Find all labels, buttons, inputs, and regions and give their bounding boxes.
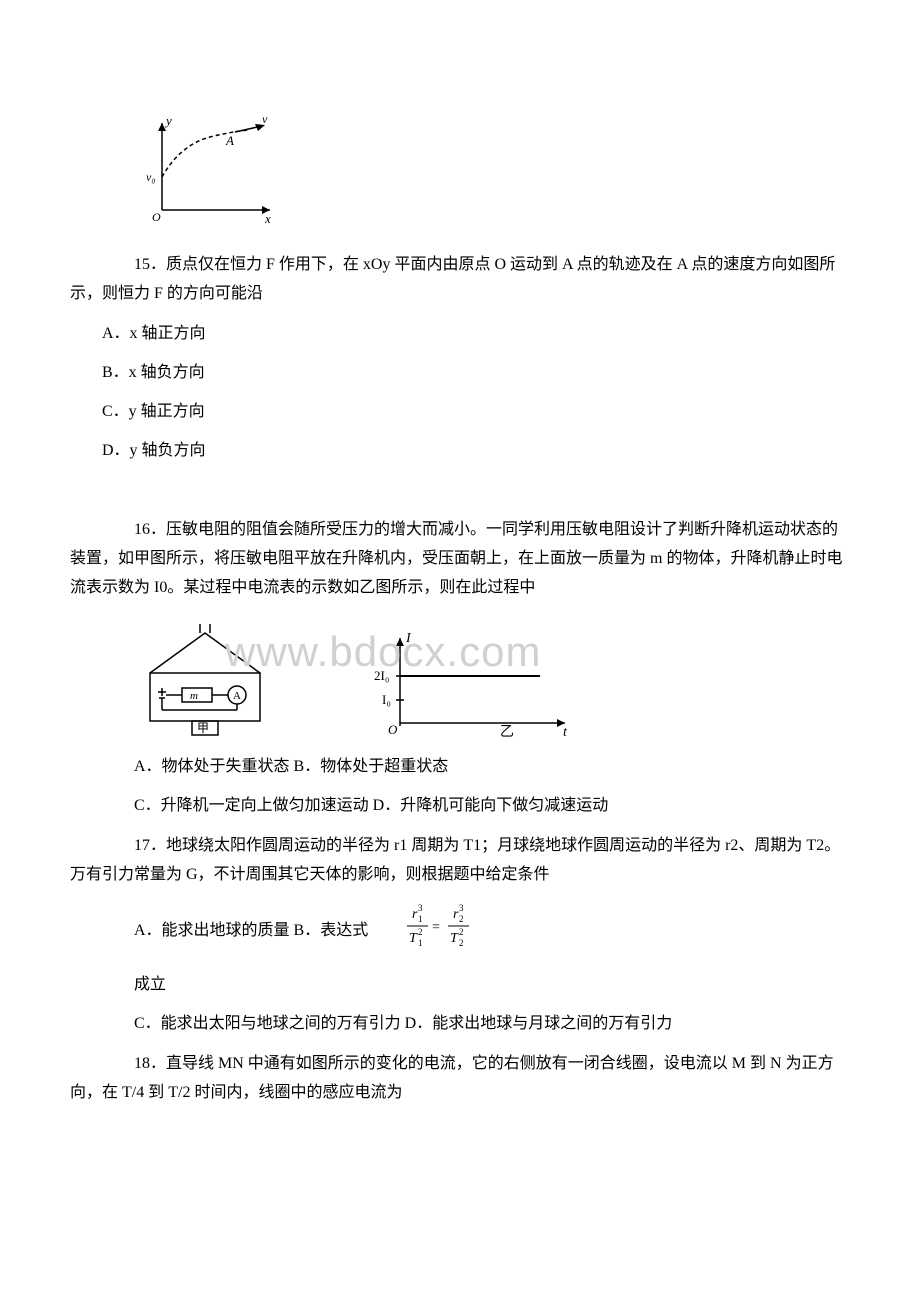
q17-ab-prefix: A．能求出地球的质量 B．表达式 (102, 922, 368, 939)
svg-text:t: t (563, 725, 568, 738)
q16-intro: 16．压敏电阻的阻值会随所受压力的增大而减小。一同学利用压敏电阻设计了判断升降机… (70, 516, 850, 602)
figure-16: m A 甲 I 2I₀ I₀ O (140, 618, 850, 738)
svg-text:3: 3 (418, 903, 423, 913)
circuit-diagram: m A 甲 (140, 618, 270, 738)
svg-text:2I₀: 2I₀ (374, 668, 389, 683)
q15-option-d: D．y 轴负方向 (102, 437, 850, 466)
formula-kepler: r 1 3 T 1 2 = r 2 3 T 2 2 (372, 902, 474, 961)
q16-options-ab: A．物体处于失重状态 B．物体处于超重状态 (70, 753, 850, 782)
svg-text:A: A (233, 690, 241, 702)
q15-option-a: A．x 轴正方向 (102, 320, 850, 349)
q16-options-cd: C．升降机一定向上做匀加速运动 D．升降机可能向下做匀减速运动 (70, 792, 850, 821)
q17-intro: 17．地球绕太阳作圆周运动的半径为 r1 周期为 T1；月球绕地球作圆周运动的半… (70, 832, 850, 890)
svg-text:m: m (190, 690, 198, 702)
svg-text:v: v (262, 115, 268, 126)
trajectory-diagram: y x O v₀ A v (140, 115, 280, 225)
svg-text:O: O (152, 210, 161, 224)
q17-options-cd: C．能求出太阳与地球之间的万有引力 D．能求出地球与月球之间的万有引力 (70, 1010, 850, 1039)
svg-text:3: 3 (459, 903, 464, 913)
svg-text:乙: 乙 (500, 724, 514, 738)
svg-text:v₀: v₀ (146, 170, 156, 184)
svg-text:I: I (405, 631, 412, 646)
svg-text:2: 2 (459, 938, 464, 948)
figure-15: y x O v₀ A v (140, 115, 850, 236)
q18-intro: 18．直导线 MN 中通有如图所示的变化的电流，它的右侧放有一闭合线圈，设电流以… (70, 1050, 850, 1108)
current-graph: I 2I₀ I₀ O t 乙 (370, 628, 580, 738)
svg-text:1: 1 (418, 914, 423, 924)
svg-text:O: O (388, 722, 398, 737)
svg-text:I₀: I₀ (382, 692, 391, 707)
svg-text:1: 1 (418, 938, 423, 948)
svg-text:y: y (164, 115, 172, 128)
svg-text:A: A (225, 133, 234, 148)
svg-text:甲: 甲 (197, 721, 209, 735)
svg-text:T: T (450, 931, 459, 946)
svg-text:=: = (432, 920, 440, 935)
svg-text:2: 2 (418, 927, 423, 937)
svg-text:2: 2 (459, 927, 464, 937)
q15-option-c: C．y 轴正方向 (102, 398, 850, 427)
q17-options-ab: A．能求出地球的质量 B．表达式 r 1 3 T 1 2 = r 2 3 T 2… (70, 902, 850, 961)
svg-text:x: x (264, 211, 271, 225)
q17-followup: 成立 (70, 971, 850, 1000)
svg-text:2: 2 (459, 914, 464, 924)
svg-text:T: T (409, 931, 418, 946)
q15-option-b: B．x 轴负方向 (102, 359, 850, 388)
q15-intro: 15．质点仅在恒力 F 作用下，在 xOy 平面内由原点 O 运动到 A 点的轨… (70, 251, 850, 309)
